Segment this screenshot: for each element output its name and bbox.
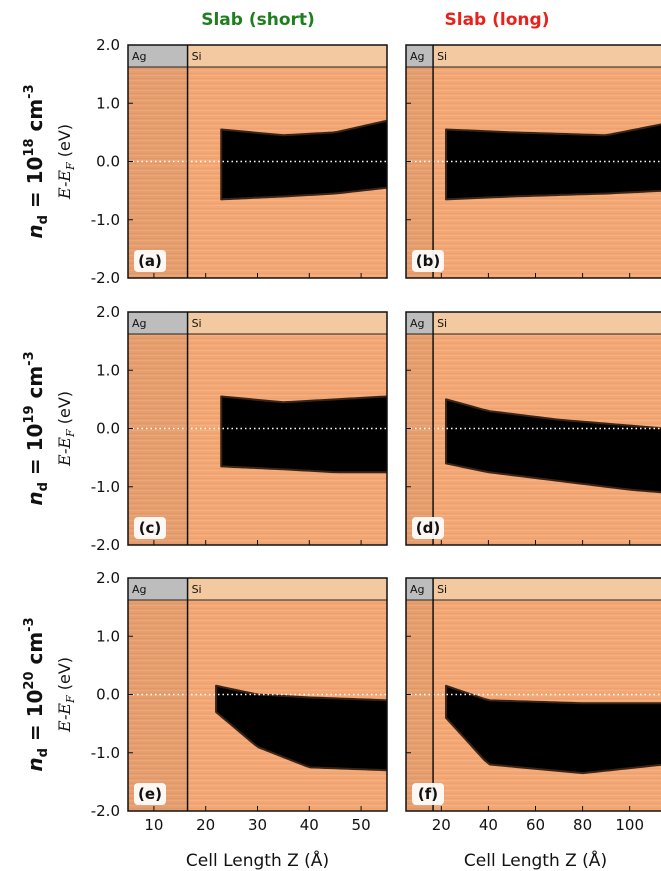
y-tick-label: 0.0	[96, 420, 120, 438]
panel-e: Ag Si 10 20 30 40 50 -2.0 -1.0 0.0 1.0 2.0 (e)	[91, 569, 388, 834]
x-tick-label: 80	[573, 816, 592, 834]
panel-label-box	[412, 250, 444, 272]
panel-label: (e)	[138, 785, 162, 803]
band-gap-region	[220, 395, 387, 474]
x-tick-label: 50	[352, 816, 371, 834]
si-label: Si	[192, 583, 202, 596]
x-tick-label: 40	[300, 816, 319, 834]
y-tick-label: -2.0	[91, 536, 120, 554]
doping-label: nd = 1019 cm-3	[22, 351, 51, 505]
si-region-strip	[187, 312, 387, 334]
ag-region-strip	[406, 312, 434, 334]
panel-b: Ag Si (b)	[405, 44, 661, 279]
column-title-long: Slab (long)	[445, 10, 550, 30]
band-gap-region	[445, 398, 661, 494]
y-tick-label: -1.0	[91, 744, 120, 762]
si-region-strip	[433, 45, 661, 67]
panel-label-box	[412, 783, 444, 805]
x-axis-label: Cell Length Z (Å)	[186, 849, 329, 871]
band-gap-region	[445, 684, 661, 775]
x-tick-label: 20	[432, 816, 451, 834]
x-tick-label: 10	[144, 816, 163, 834]
si-region-strip	[433, 578, 661, 600]
panel-label: (b)	[416, 252, 440, 270]
panel-label-box	[134, 783, 166, 805]
ag-label: Ag	[132, 50, 147, 63]
y-tick-label: 1.0	[96, 361, 120, 379]
panel-label: (a)	[138, 252, 162, 270]
panels: Ag Si -2.0 -1.0 0.0 1.0 2.0 (a) Ag Si (b) Ag Si -2.0 -…	[91, 36, 661, 834]
ag-label: Ag	[410, 50, 425, 63]
y-axis-label: E-EF (eV)	[55, 391, 77, 467]
y-tick-label: -2.0	[91, 269, 120, 287]
band-gap-region	[220, 119, 387, 201]
y-tick-label: -1.0	[91, 478, 120, 496]
y-tick-label: 1.0	[96, 627, 120, 645]
column-title-short: Slab (short)	[201, 10, 315, 30]
si-region-strip	[433, 312, 661, 334]
y-tick-label: 0.0	[96, 686, 120, 704]
labels: Cell Length Z (Å) Cell Length Z (Å) E-EF (…	[22, 84, 607, 871]
panel-label: (f)	[418, 785, 438, 803]
band-gap-region	[215, 684, 387, 772]
y-axis-label: E-EF (eV)	[55, 657, 77, 733]
band-gap-region	[445, 123, 661, 201]
panel-label-box	[412, 517, 444, 539]
ag-region-strip	[128, 578, 188, 600]
ag-label: Ag	[132, 583, 147, 596]
panel-label: (c)	[139, 519, 162, 537]
si-label: Si	[192, 317, 202, 330]
panel-d: Ag Si (d)	[405, 311, 661, 546]
ag-label: Ag	[132, 317, 147, 330]
ag-label: Ag	[410, 583, 425, 596]
x-tick-label: 40	[479, 816, 498, 834]
panel-label-box	[134, 517, 166, 539]
ag-label: Ag	[410, 317, 425, 330]
y-tick-label: 1.0	[96, 94, 120, 112]
panel-f: Ag Si 20 40 60 80 100 (f)	[405, 577, 661, 834]
y-tick-label: 2.0	[96, 569, 120, 587]
y-tick-label: 2.0	[96, 36, 120, 54]
panel-label: (d)	[416, 519, 440, 537]
y-axis-label: E-EF (eV)	[55, 124, 77, 200]
x-tick-label: 100	[615, 816, 644, 834]
ag-region-strip	[128, 45, 188, 67]
x-tick-label: 30	[248, 816, 267, 834]
si-label: Si	[192, 50, 202, 63]
si-label: Si	[437, 583, 447, 596]
y-tick-label: -2.0	[91, 802, 120, 820]
y-tick-label: 2.0	[96, 303, 120, 321]
doping-label: nd = 1020 cm-3	[22, 617, 51, 771]
ag-region-strip	[406, 45, 434, 67]
panel-label-box	[134, 250, 166, 272]
x-tick-label: 20	[196, 816, 215, 834]
y-tick-label: 0.0	[96, 153, 120, 171]
si-region-strip	[187, 578, 387, 600]
panel-c: Ag Si -2.0 -1.0 0.0 1.0 2.0 (c)	[91, 303, 388, 554]
y-tick-label: -1.0	[91, 211, 120, 229]
x-tick-label: 60	[526, 816, 545, 834]
si-label: Si	[437, 50, 447, 63]
si-region-strip	[187, 45, 387, 67]
ag-region-strip	[406, 578, 434, 600]
ag-region-strip	[128, 312, 188, 334]
si-label: Si	[437, 317, 447, 330]
x-axis-label: Cell Length Z (Å)	[464, 849, 607, 871]
panel-a: Ag Si -2.0 -1.0 0.0 1.0 2.0 (a)	[91, 36, 388, 287]
doping-label: nd = 1018 cm-3	[22, 84, 51, 238]
